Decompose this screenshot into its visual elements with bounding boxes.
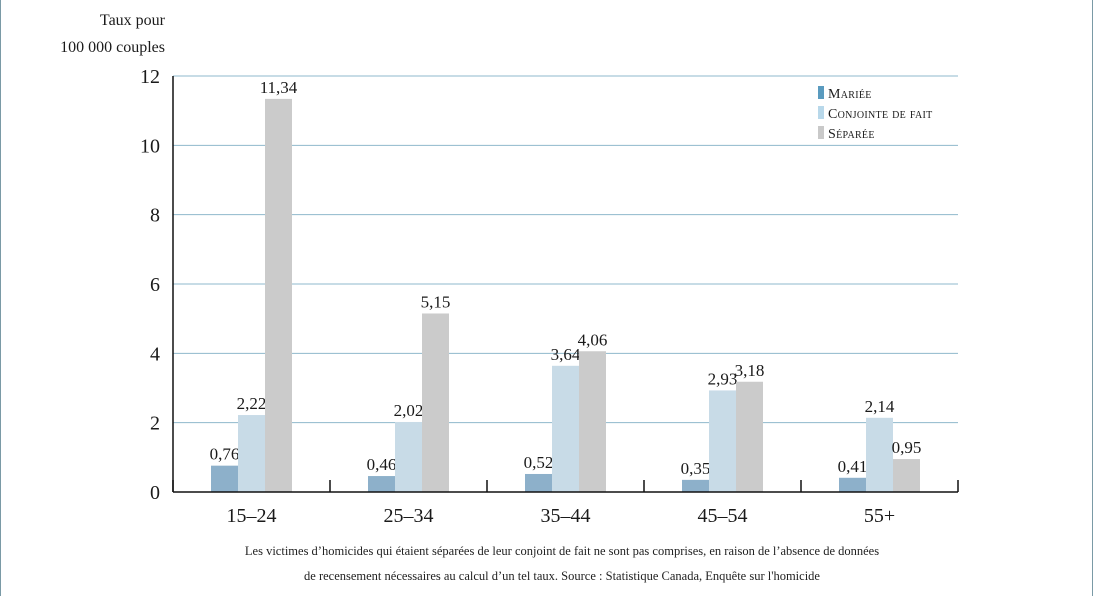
bars: 0,76 2,22 11,34 0,46 2,02 5,15 0,52 3,644,06 0,3…: [210, 78, 922, 492]
x-category-label: 15–24: [227, 505, 277, 527]
legend-label: Conjointe de fait: [828, 107, 933, 122]
bar: [736, 382, 763, 492]
data-label: 2,22: [237, 394, 267, 413]
data-label: 0,35: [681, 459, 711, 478]
bar: [265, 99, 292, 492]
y-tick-label: 0: [150, 482, 160, 504]
bar: [422, 313, 449, 492]
bar: [682, 480, 709, 492]
y-tick-label: 4: [150, 343, 160, 365]
bar: [709, 390, 736, 492]
data-label: 4,06: [578, 330, 608, 349]
data-label: 0,76: [210, 445, 240, 464]
bar: [238, 415, 265, 492]
data-label: 0,41: [838, 457, 868, 476]
y-axis-label-line-2: 100 000 couples: [60, 39, 165, 56]
bar: [866, 418, 893, 492]
data-label: 3,18: [735, 361, 765, 380]
y-tick-label: 8: [150, 205, 160, 227]
x-category-label: 45–54: [698, 505, 748, 527]
legend-label: Séparée: [828, 127, 875, 142]
data-label: 2,93: [708, 369, 738, 388]
data-label: 3,64: [551, 345, 581, 364]
data-label: 5,15: [421, 292, 451, 311]
bar: [552, 366, 579, 492]
data-label: 2,14: [865, 397, 895, 416]
bar: [525, 474, 552, 492]
bar: [395, 422, 422, 492]
data-label: 2,02: [394, 401, 424, 420]
data-label: 0,95: [892, 438, 922, 457]
data-label: 0,46: [367, 455, 397, 474]
y-tick-label: 6: [150, 274, 160, 296]
y-tick-label: 12: [140, 66, 160, 88]
legend-swatch: [818, 126, 824, 139]
legend-swatch: [818, 86, 824, 99]
footnote-line-1: Les victimes d’homicides qui étaient sép…: [245, 544, 879, 558]
x-category-label: 25–34: [384, 505, 434, 527]
bar: [893, 459, 920, 492]
legend-label: Mariée: [828, 87, 872, 102]
bar: [368, 476, 395, 492]
legend: Mariée Conjointe de fait Séparée: [818, 86, 933, 142]
y-tick-label: 2: [150, 413, 160, 435]
footnote-line-2: de recensement nécessaires au calcul d’u…: [304, 569, 820, 583]
bar: [211, 466, 238, 492]
y-tick-label: 10: [140, 135, 160, 157]
x-category-label: 35–44: [541, 505, 591, 527]
bar: [839, 478, 866, 492]
data-label: 11,34: [260, 78, 298, 97]
data-label: 0,52: [524, 453, 554, 472]
legend-swatch: [818, 106, 824, 119]
x-category-label: 55+: [864, 505, 895, 527]
y-axis-label-line-1: Taux pour: [100, 12, 166, 29]
bar: [579, 351, 606, 492]
